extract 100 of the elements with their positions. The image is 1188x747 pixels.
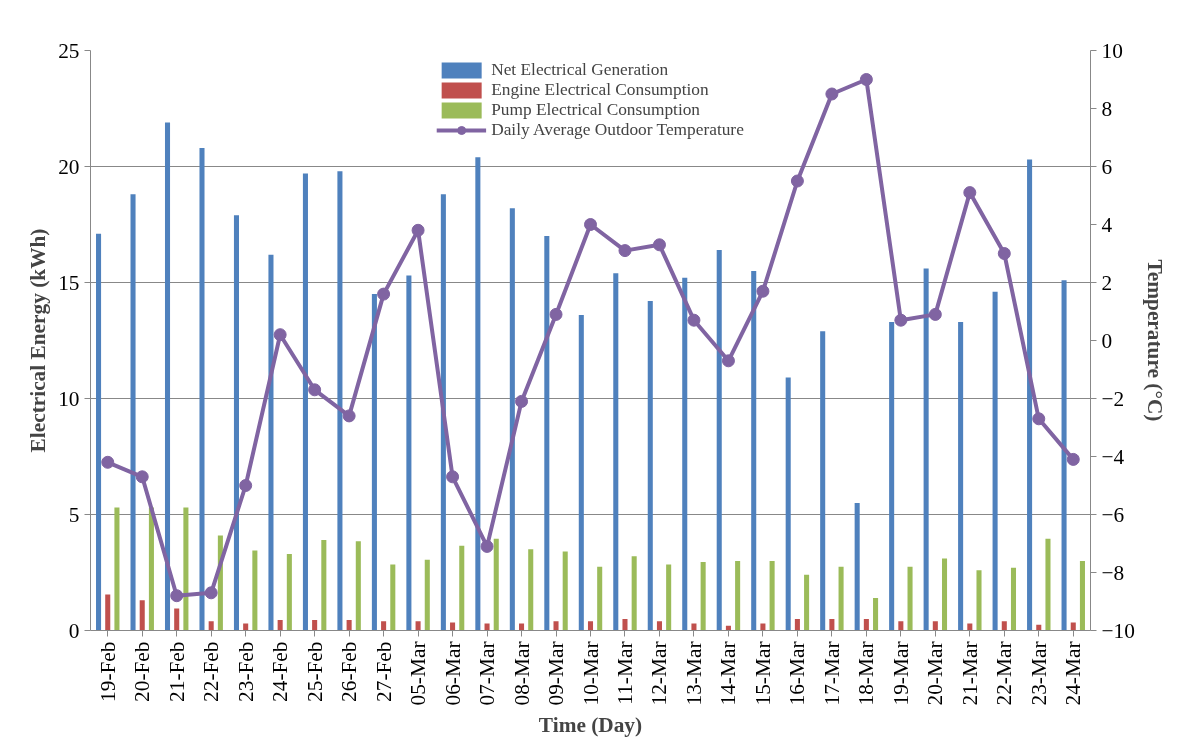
bar	[751, 270, 757, 631]
y2-tick-label: 4	[1101, 212, 1113, 237]
legend-label: Net Electrical Generation	[491, 60, 669, 80]
bar	[958, 321, 964, 631]
bar	[976, 570, 982, 631]
y2-tick-label: 8	[1101, 96, 1113, 121]
bar	[716, 250, 722, 631]
bar	[923, 268, 929, 631]
x-tick-label: 12-Mar	[647, 641, 672, 706]
bar	[553, 621, 559, 631]
bar	[1045, 538, 1051, 631]
bar	[139, 600, 145, 631]
point	[239, 479, 253, 492]
bar	[587, 621, 594, 631]
bar	[863, 618, 869, 631]
bar	[578, 314, 584, 631]
bar	[371, 294, 377, 631]
point	[273, 328, 287, 342]
point	[308, 383, 322, 397]
x-tick-label: 27-Feb	[371, 641, 396, 702]
bar	[114, 507, 120, 631]
bar	[941, 558, 948, 631]
point	[549, 307, 563, 321]
x-tick-label: 16-Mar	[785, 641, 810, 706]
bar	[613, 273, 619, 631]
point	[894, 313, 908, 327]
bar	[105, 594, 111, 631]
bar	[1079, 560, 1085, 631]
bar	[597, 566, 603, 631]
y-tick-label: 0	[68, 618, 80, 643]
point	[204, 586, 218, 600]
point	[825, 87, 839, 101]
bar	[346, 620, 352, 631]
y-tick-label: 15	[58, 270, 80, 295]
bar	[277, 620, 283, 631]
bar	[1001, 621, 1007, 631]
bar	[302, 173, 308, 631]
bar	[631, 556, 637, 631]
x-tick-label: 07-Mar	[475, 641, 500, 706]
y2-tick-label: 0	[1101, 328, 1113, 353]
bar	[820, 331, 826, 631]
x-tick-label: 18-Mar	[854, 641, 879, 706]
x-tick-label: 24-Feb	[268, 641, 293, 702]
bar	[785, 377, 791, 631]
y2-tick-label: −8	[1101, 560, 1125, 585]
point	[446, 470, 460, 484]
point	[859, 73, 873, 86]
x-tick-label: 13-Mar	[681, 641, 706, 706]
y2-axis-title: Temperature (°C)	[1142, 259, 1167, 422]
bar	[148, 507, 154, 631]
x-tick-label: 05-Mar	[406, 641, 431, 706]
bar	[838, 566, 844, 631]
bar	[130, 194, 136, 631]
point	[515, 394, 529, 408]
bar	[829, 618, 835, 631]
bar	[1070, 622, 1076, 631]
x-tick-label: 06-Mar	[440, 641, 465, 706]
x-tick-label: 24-Mar	[1061, 641, 1086, 706]
bar	[735, 560, 741, 631]
bar	[1010, 567, 1017, 631]
x-tick-label: 25-Feb	[302, 641, 327, 702]
bar	[164, 122, 171, 631]
bar	[321, 540, 327, 631]
y-axis-title: Electrical Energy (kWh)	[26, 228, 51, 453]
point	[618, 244, 632, 258]
bar	[199, 147, 205, 631]
x-tick-label: 08-Mar	[509, 641, 534, 706]
point	[963, 186, 977, 200]
x-tick-label: 21-Mar	[957, 641, 982, 706]
y-tick-label: 25	[58, 38, 80, 63]
point	[1066, 452, 1080, 466]
bar	[1027, 159, 1033, 631]
bar	[898, 621, 904, 631]
x-tick-label: 26-Feb	[337, 641, 362, 702]
bar	[656, 621, 662, 631]
bar	[804, 574, 810, 631]
x-tick-label: 11-Mar	[612, 641, 637, 705]
point	[411, 223, 425, 237]
point	[721, 354, 735, 368]
bar	[528, 549, 534, 631]
y2-tick-label: 6	[1101, 154, 1113, 179]
legend-label: Daily Average Outdoor Temperature	[491, 120, 744, 140]
x-tick-label: 20-Feb	[130, 641, 155, 702]
bar	[390, 564, 396, 631]
point	[584, 218, 597, 231]
bar	[355, 541, 361, 631]
bar	[337, 171, 343, 631]
bar	[647, 301, 653, 631]
point	[756, 284, 770, 298]
bar	[233, 215, 240, 631]
point	[652, 238, 666, 252]
x-tick-label: 14-Mar	[716, 641, 741, 706]
bar	[208, 621, 214, 631]
bar	[268, 254, 274, 631]
bar	[873, 598, 879, 631]
bar	[932, 621, 938, 631]
bar	[907, 566, 913, 631]
y-tick-label: 5	[68, 502, 80, 527]
bar	[544, 236, 550, 631]
y2-tick-label: −4	[1101, 444, 1125, 469]
